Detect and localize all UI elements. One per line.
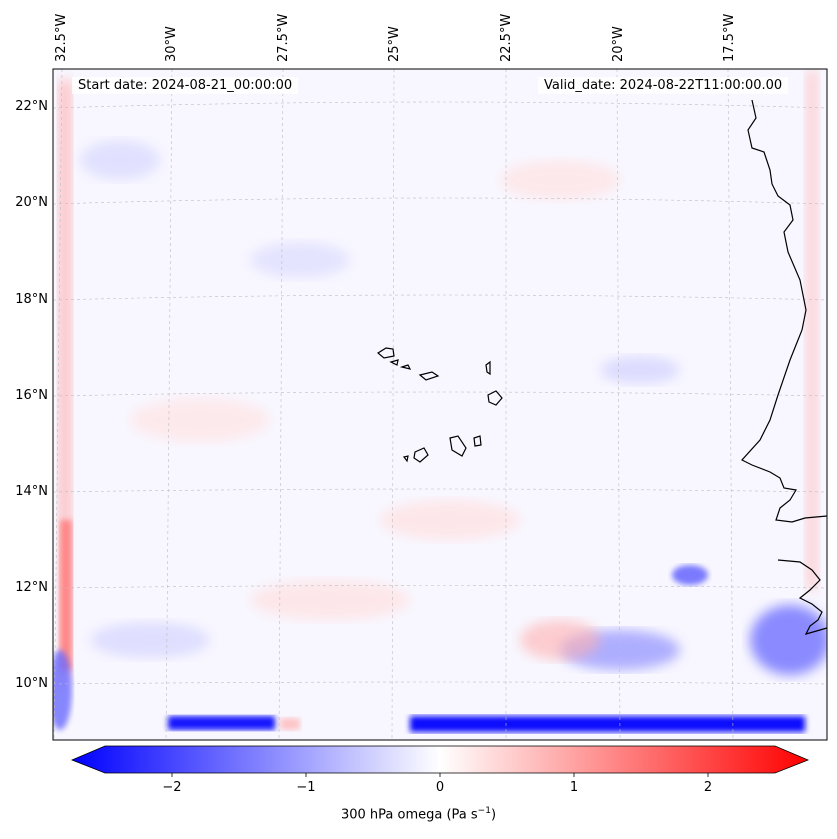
colorbar: [70, 745, 810, 777]
cape-verde-islands: [376, 347, 503, 463]
colorbar-tick-2: 2: [703, 780, 713, 795]
lat-label-20n: 20°N: [15, 195, 48, 210]
lon-label-22-5w: 22.5°W: [499, 13, 514, 62]
colorbar-tick-neg1: −1: [296, 780, 316, 795]
colorbar-tick-1: 1: [569, 780, 579, 795]
graticule: [53, 69, 827, 740]
lat-label-10n: 10°N: [15, 676, 48, 691]
colorbar-title-exponent: −1: [477, 806, 491, 816]
lon-label-17-5w: 17.5°W: [722, 13, 737, 62]
colorbar-tick-neg2: −2: [162, 780, 182, 795]
colorbar-title-prefix: 300 hPa omega (Pa s: [340, 807, 478, 823]
omega-field: [53, 69, 827, 740]
colorbar-title-suffix: ): [490, 807, 497, 823]
lat-label-22n: 22°N: [15, 99, 48, 114]
valid-date-label: Valid_date: 2024-08-22T11:00:00.00: [538, 77, 789, 94]
map-frame: [52, 68, 828, 741]
lat-label-16n: 16°N: [15, 388, 48, 403]
lon-label-27-5w: 27.5°W: [276, 13, 291, 62]
colorbar-title: 300 hPa omega (Pa s−1): [0, 806, 837, 822]
lon-label-25w: 25°W: [387, 26, 402, 62]
start-date-label: Start date: 2024-08-21_00:00:00: [72, 77, 299, 94]
lat-label-14n: 14°N: [15, 484, 48, 499]
lon-label-30w: 30°W: [164, 26, 179, 62]
lat-label-12n: 12°N: [15, 580, 48, 595]
lon-label-20w: 20°W: [611, 26, 626, 62]
lat-label-18n: 18°N: [15, 292, 48, 307]
colorbar-tick-0: 0: [435, 780, 445, 795]
lon-label-32-5w: 32.5°W: [54, 13, 69, 62]
coastline: [741, 99, 827, 635]
